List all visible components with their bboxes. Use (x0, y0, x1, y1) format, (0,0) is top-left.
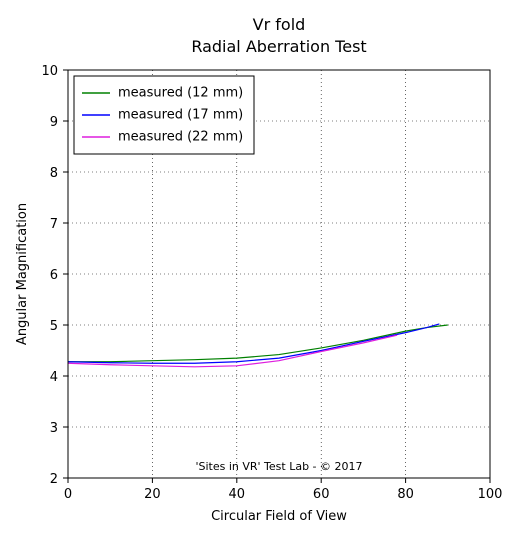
legend-label-2: measured (22 mm) (118, 130, 243, 145)
y-tick-label: 4 (50, 370, 58, 385)
y-tick-label: 8 (50, 166, 58, 181)
y-tick-label: 9 (50, 115, 58, 130)
legend-label-0: measured (12 mm) (118, 86, 243, 101)
x-tick-label: 60 (313, 487, 330, 502)
x-axis-label: Circular Field of View (211, 509, 347, 524)
y-tick-label: 3 (50, 421, 58, 436)
y-tick-label: 7 (50, 217, 58, 232)
x-tick-label: 100 (478, 487, 503, 502)
y-tick-label: 2 (50, 472, 58, 487)
chart-title-line1: Vr fold (253, 15, 306, 34)
y-tick-label: 5 (50, 319, 58, 334)
y-axis-label: Angular Magnification (15, 203, 30, 345)
x-tick-label: 80 (397, 487, 414, 502)
x-tick-label: 0 (64, 487, 72, 502)
y-tick-label: 10 (41, 64, 58, 79)
x-tick-label: 40 (229, 487, 246, 502)
chart-container: Vr fold Radial Aberration Test 0 20 40 60 80 10… (0, 0, 520, 549)
chart-title-line2: Radial Aberration Test (191, 37, 366, 56)
legend-label-1: measured (17 mm) (118, 108, 243, 123)
footer-text: 'Sites in VR' Test Lab - © 2017 (195, 460, 362, 473)
x-tick-label: 20 (144, 487, 161, 502)
y-tick-label: 6 (50, 268, 58, 283)
radial-aberration-chart: Vr fold Radial Aberration Test 0 20 40 60 80 10… (0, 0, 520, 549)
